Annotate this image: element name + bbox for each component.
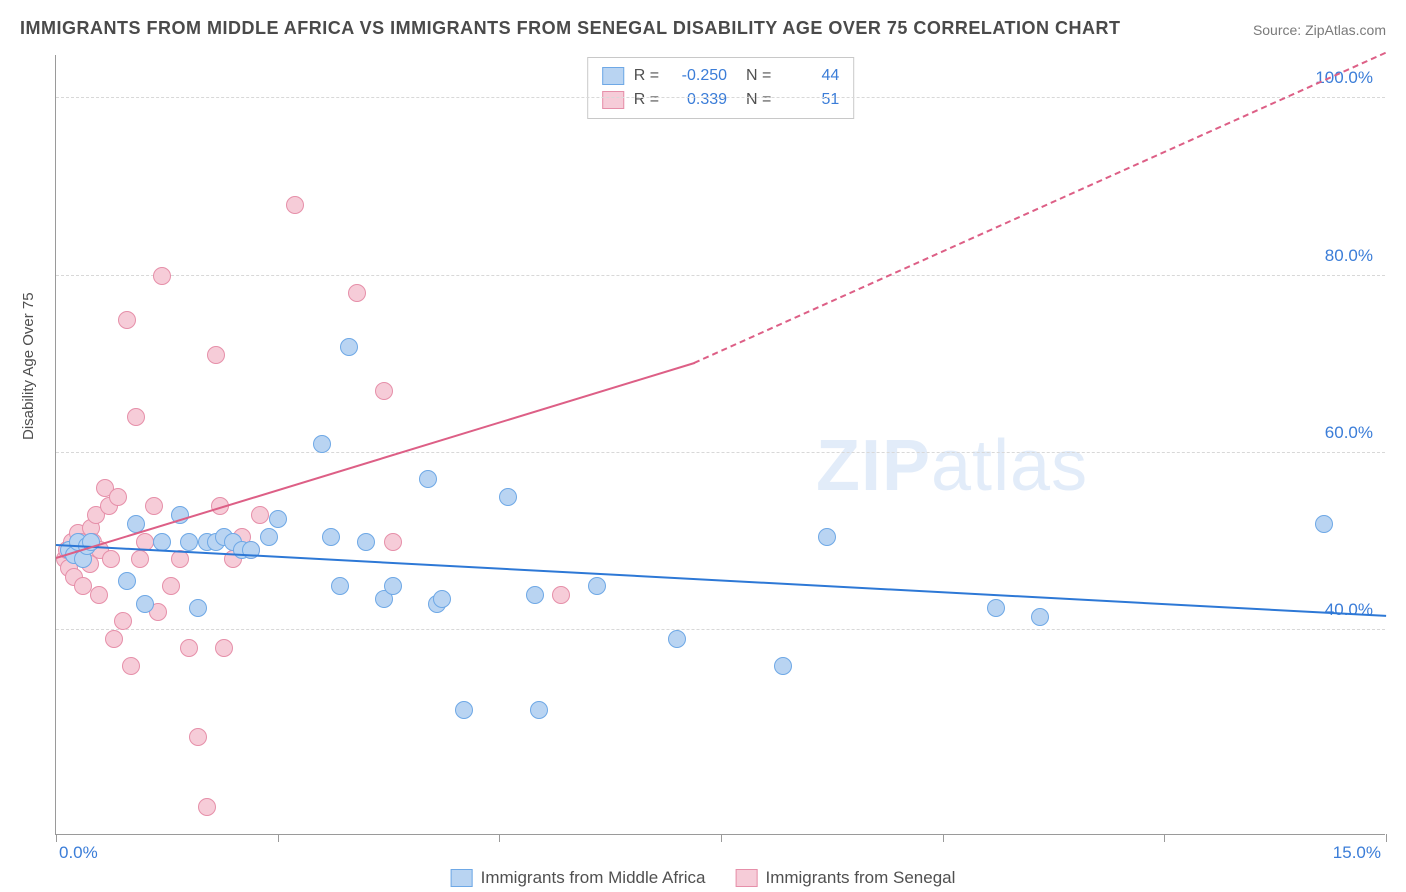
data-point <box>384 533 402 551</box>
data-point <box>189 599 207 617</box>
stat-n-label: N = <box>737 64 771 88</box>
stats-row: R = -0.250 N = 44 <box>602 64 840 88</box>
data-point <box>433 590 451 608</box>
legend-item: Immigrants from Middle Africa <box>451 868 706 888</box>
data-point <box>136 595 154 613</box>
data-point <box>114 612 132 630</box>
legend-swatch <box>735 869 757 887</box>
data-point <box>987 599 1005 617</box>
y-axis-label: Disability Age Over 75 <box>20 292 37 440</box>
x-tick <box>1164 834 1165 842</box>
x-tick <box>943 834 944 842</box>
stat-r-value: 0.339 <box>669 88 727 112</box>
data-point <box>313 435 331 453</box>
gridline <box>56 629 1385 630</box>
data-point <box>198 798 216 816</box>
stat-n-value: 51 <box>781 88 839 112</box>
stat-r-label: R = <box>634 88 659 112</box>
series-swatch <box>602 91 624 109</box>
data-point <box>180 639 198 657</box>
data-point <box>251 506 269 524</box>
data-point <box>207 346 225 364</box>
x-tick <box>1386 834 1387 842</box>
data-point <box>215 639 233 657</box>
gridline <box>56 452 1385 453</box>
data-point <box>526 586 544 604</box>
data-point <box>375 382 393 400</box>
data-point <box>105 630 123 648</box>
data-point <box>102 550 120 568</box>
data-point <box>153 533 171 551</box>
data-point <box>1031 608 1049 626</box>
legend: Immigrants from Middle Africa Immigrants … <box>451 868 956 888</box>
data-point <box>818 528 836 546</box>
chart-title: IMMIGRANTS FROM MIDDLE AFRICA VS IMMIGRA… <box>20 18 1121 39</box>
x-tick-label: 15.0% <box>1333 843 1381 863</box>
data-point <box>286 196 304 214</box>
data-point <box>118 572 136 590</box>
data-point <box>90 586 108 604</box>
data-point <box>180 533 198 551</box>
data-point <box>668 630 686 648</box>
stat-n-value: 44 <box>781 64 839 88</box>
stat-n-label: N = <box>737 88 771 112</box>
watermark: ZIPatlas <box>816 425 1088 507</box>
legend-swatch <box>451 869 473 887</box>
x-tick-label: 0.0% <box>59 843 98 863</box>
stat-r-value: -0.250 <box>669 64 727 88</box>
data-point <box>131 550 149 568</box>
data-point <box>145 497 163 515</box>
data-point <box>357 533 375 551</box>
trend-line <box>56 544 1386 617</box>
y-tick-label: 40.0% <box>1325 600 1373 620</box>
stat-r-label: R = <box>634 64 659 88</box>
gridline <box>56 97 1385 98</box>
gridline <box>56 275 1385 276</box>
data-point <box>588 577 606 595</box>
stats-row: R = 0.339 N = 51 <box>602 88 840 112</box>
data-point <box>419 470 437 488</box>
data-point <box>322 528 340 546</box>
legend-item: Immigrants from Senegal <box>735 868 955 888</box>
x-tick <box>56 834 57 842</box>
x-tick <box>278 834 279 842</box>
data-point <box>499 488 517 506</box>
y-tick-label: 60.0% <box>1325 423 1373 443</box>
data-point <box>348 284 366 302</box>
data-point <box>109 488 127 506</box>
x-tick <box>721 834 722 842</box>
source-attribution: Source: ZipAtlas.com <box>1253 22 1386 38</box>
series-swatch <box>602 67 624 85</box>
data-point <box>118 311 136 329</box>
data-point <box>774 657 792 675</box>
data-point <box>162 577 180 595</box>
data-point <box>260 528 278 546</box>
data-point <box>340 338 358 356</box>
data-point <box>127 408 145 426</box>
data-point <box>269 510 287 528</box>
data-point <box>455 701 473 719</box>
y-tick-label: 80.0% <box>1325 246 1373 266</box>
data-point <box>189 728 207 746</box>
legend-label: Immigrants from Middle Africa <box>481 868 706 888</box>
x-tick <box>499 834 500 842</box>
data-point <box>1315 515 1333 533</box>
data-point <box>331 577 349 595</box>
data-point <box>153 267 171 285</box>
scatter-plot-area: ZIPatlas R = -0.250 N = 44 R = 0.339 N = 51 4… <box>55 55 1385 835</box>
data-point <box>384 577 402 595</box>
correlation-stats-box: R = -0.250 N = 44 R = 0.339 N = 51 <box>587 57 855 119</box>
data-point <box>122 657 140 675</box>
legend-label: Immigrants from Senegal <box>765 868 955 888</box>
data-point <box>530 701 548 719</box>
data-point <box>552 586 570 604</box>
